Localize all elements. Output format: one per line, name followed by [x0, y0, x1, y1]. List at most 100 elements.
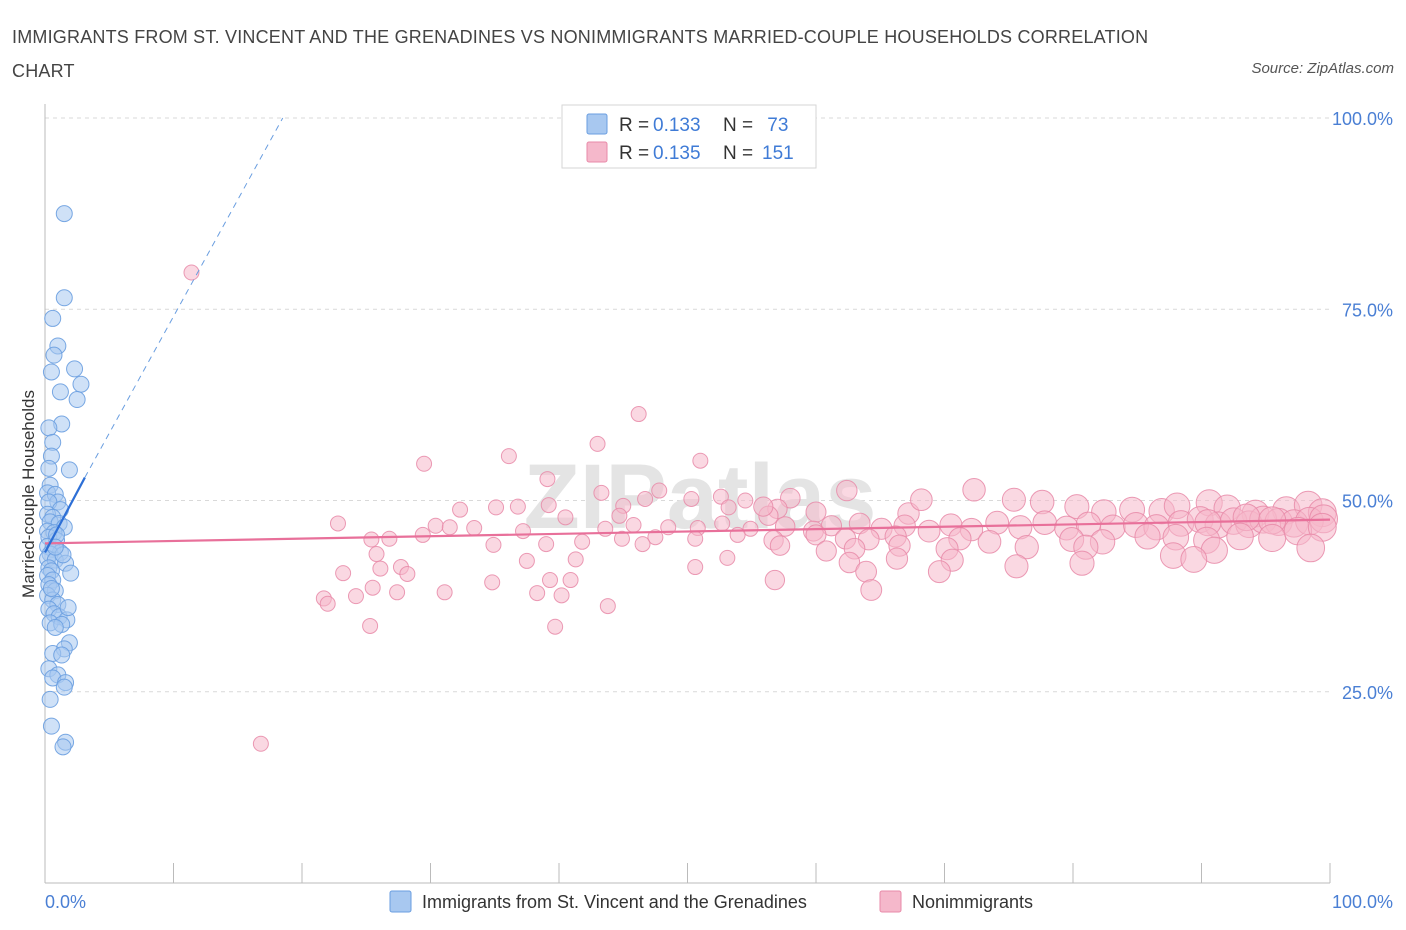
- y-tick-labels: 100.0% 75.0% 50.0% 25.0%: [1332, 109, 1393, 703]
- nonimmigrant-point: [414, 526, 431, 543]
- nonimmigrant-point: [362, 617, 379, 634]
- immigrant-point: [59, 599, 77, 617]
- legend-swatch-blue: [586, 113, 608, 135]
- immigrant-point: [72, 375, 90, 393]
- nonimmigrant-point: [613, 530, 630, 547]
- nonimmigrant-point: [737, 492, 754, 509]
- nonimmigrant-point: [753, 496, 774, 517]
- nonimmigrant-point: [335, 565, 352, 582]
- nonimmigrant-point: [466, 520, 483, 537]
- nonimmigrant-point: [484, 574, 501, 591]
- immigrant-point: [54, 738, 72, 756]
- immigrant-point: [42, 363, 60, 381]
- nonimmigrant-point: [368, 546, 385, 563]
- nonimmigrant-point: [714, 515, 731, 532]
- nonimmigrant-point: [1258, 523, 1287, 553]
- y-tick-label: 100.0%: [1332, 109, 1393, 129]
- immigrant-point: [55, 289, 73, 307]
- nonimmigrant-point: [885, 547, 909, 570]
- immigrant-point: [55, 205, 73, 223]
- nonimmigrant-point: [742, 520, 759, 537]
- nonimmigrant-point: [977, 529, 1002, 554]
- nonimmigrant-point: [625, 516, 642, 533]
- nonimmigrant-point: [1134, 523, 1161, 550]
- immigrant-point: [42, 717, 60, 735]
- nonimmigrant-point: [399, 565, 416, 582]
- nonimmigrant-point: [769, 535, 791, 556]
- legend-label-immigrants: Immigrants from St. Vincent and the Gren…: [422, 892, 807, 912]
- nonimmigrant-point: [574, 533, 591, 550]
- nonimmigrant-point: [910, 488, 933, 512]
- nonimmigrant-point: [538, 536, 555, 553]
- immigrant-point: [68, 391, 86, 409]
- nonimmigrant-point: [364, 579, 381, 596]
- nonimmigrant-point: [542, 572, 559, 589]
- nonimmigrant-point: [183, 264, 200, 281]
- nonimmigrant-point: [687, 559, 704, 576]
- nonimmigrant-point: [647, 529, 664, 546]
- nonimmigrant-point: [416, 455, 433, 472]
- nonimmigrant-point: [485, 536, 502, 553]
- nonimmigrant-point: [1032, 510, 1058, 535]
- nonimmigrant-point: [381, 530, 398, 547]
- nonimmigrant-point: [488, 499, 505, 516]
- immigrant-point: [40, 459, 58, 477]
- nonimmigrant-trend-line: [44, 518, 1331, 545]
- legend-r-value: 0.133: [653, 115, 701, 136]
- nonimmigrant-point: [436, 584, 453, 601]
- correlation-legend: R = 0.133 N = 73 R = 0.135 N = 151: [561, 104, 817, 169]
- nonimmigrant-point: [692, 452, 709, 469]
- legend-r-value: 0.135: [653, 143, 701, 164]
- nonimmigrant-point: [1069, 550, 1095, 576]
- immigrant-point: [66, 360, 84, 378]
- grid: [45, 117, 1330, 693]
- immigrant-point: [42, 579, 60, 597]
- legend-n-label: N =: [723, 143, 753, 164]
- nonimmigrant-point: [329, 515, 346, 532]
- nonimmigrant-point: [720, 499, 737, 516]
- nonimmigrant-point: [1180, 545, 1208, 573]
- nonimmigrant-point: [637, 490, 654, 507]
- nonimmigrant-point: [518, 552, 535, 569]
- nonimmigrant-point: [567, 551, 584, 568]
- x-tick-label-max: 100.0%: [1332, 892, 1393, 912]
- nonimmigrant-point: [441, 519, 458, 536]
- immigrant-trend-extension: [84, 117, 284, 478]
- immigrant-point: [55, 678, 73, 696]
- immigrant-point: [51, 383, 69, 401]
- nonimmigrant-point: [836, 479, 858, 502]
- nonimmigrant-point: [962, 478, 986, 502]
- legend-swatch-immigrants: [389, 890, 412, 913]
- nonimmigrant-point: [515, 523, 532, 540]
- immigrant-point: [45, 346, 63, 364]
- nonimmigrant-point: [1064, 494, 1090, 520]
- nonimmigrant-point: [774, 516, 796, 537]
- nonimmigrant-point: [599, 598, 616, 615]
- nonimmigrant-point: [651, 482, 668, 499]
- nonimmigrant-point: [529, 585, 546, 602]
- x-ticks: [44, 863, 1331, 883]
- nonimmigrant-point: [630, 406, 647, 423]
- nonimmigrant-point: [509, 498, 526, 515]
- series-legend: Immigrants from St. Vincent and the Gren…: [389, 890, 1033, 913]
- nonimmigrants-series: [183, 264, 1339, 752]
- nonimmigrant-point: [917, 519, 941, 543]
- nonimmigrant-point: [427, 517, 444, 534]
- immigrant-point: [62, 564, 80, 582]
- nonimmigrant-point: [389, 584, 406, 601]
- nonimmigrant-point: [683, 490, 700, 507]
- nonimmigrant-point: [547, 618, 564, 635]
- nonimmigrant-point: [1296, 533, 1326, 563]
- legend-label-nonimmigrants: Nonimmigrants: [912, 892, 1033, 912]
- nonimmigrant-point: [252, 735, 269, 752]
- legend-r-label: R =: [619, 143, 649, 164]
- immigrant-point: [40, 419, 58, 437]
- legend-n-label: N =: [723, 115, 753, 136]
- nonimmigrant-point: [1029, 489, 1055, 515]
- nonimmigrant-point: [1004, 554, 1029, 579]
- nonimmigrant-point: [452, 501, 469, 518]
- nonimmigrant-point: [562, 572, 579, 589]
- nonimmigrant-point: [719, 549, 736, 566]
- nonimmigrant-point: [557, 509, 574, 526]
